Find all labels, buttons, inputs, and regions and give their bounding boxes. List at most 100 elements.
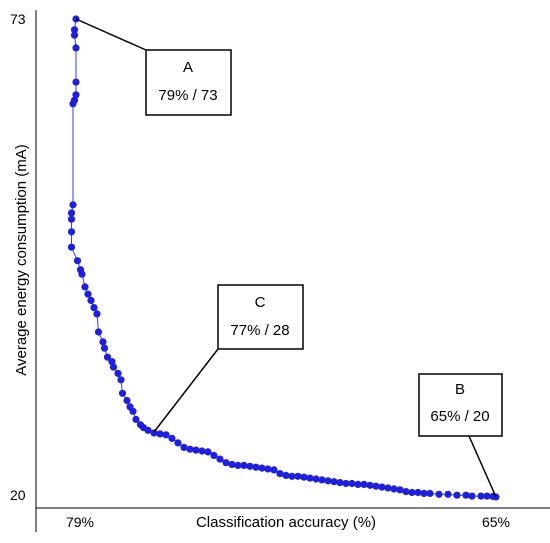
- data-point: [372, 482, 380, 490]
- data-point: [123, 396, 131, 405]
- data-point: [468, 492, 476, 500]
- data-point: [73, 257, 82, 265]
- callout-c-label: C: [255, 294, 266, 311]
- data-point: [118, 389, 127, 397]
- series-layer: [67, 15, 500, 501]
- data-point: [67, 228, 76, 236]
- data-point: [210, 451, 218, 460]
- data-point: [396, 486, 404, 494]
- data-point: [300, 473, 308, 481]
- callout-b-value: 65% / 20: [430, 408, 489, 425]
- data-point: [67, 243, 76, 251]
- data-point: [99, 338, 107, 346]
- data-point: [378, 483, 386, 491]
- data-point: [282, 471, 290, 479]
- data-point: [306, 474, 314, 482]
- data-point: [84, 290, 92, 298]
- data-point: [94, 328, 103, 336]
- data-point: [252, 463, 260, 471]
- callout-c-leader: [153, 348, 219, 433]
- data-point: [72, 44, 80, 52]
- data-point: [246, 462, 254, 470]
- data-point: [117, 376, 125, 384]
- data-point: [168, 434, 176, 442]
- data-point: [192, 446, 200, 454]
- data-point: [366, 481, 374, 489]
- data-point: [390, 485, 398, 493]
- callout-b: B 65% / 20: [418, 373, 503, 498]
- data-point: [483, 492, 491, 500]
- data-point: [288, 472, 296, 480]
- y-tick-min: 20: [10, 487, 26, 503]
- data-point: [162, 431, 170, 439]
- data-point: [186, 445, 194, 453]
- data-point: [174, 439, 182, 447]
- data-point: [180, 443, 188, 451]
- data-point: [462, 491, 470, 499]
- data-point: [444, 490, 452, 498]
- data-point: [240, 461, 248, 469]
- data-point: [78, 270, 86, 278]
- callout-b-label: B: [455, 381, 465, 398]
- data-point: [270, 466, 278, 474]
- data-point: [114, 369, 122, 377]
- data-point: [384, 484, 392, 492]
- x-tick-right: 65%: [482, 514, 510, 530]
- data-point: [276, 470, 284, 478]
- data-point: [132, 415, 140, 423]
- callout-c-value: 77% / 28: [230, 322, 289, 339]
- data-point: [69, 201, 77, 209]
- data-point: [69, 100, 77, 108]
- data-point: [435, 490, 443, 498]
- data-point: [477, 492, 485, 500]
- data-point: [228, 460, 236, 469]
- data-point: [426, 489, 434, 497]
- data-point: [294, 472, 302, 480]
- data-point: [103, 353, 112, 361]
- callout-a-leader: [75, 18, 147, 51]
- callout-b-box: [418, 373, 503, 437]
- data-point: [70, 31, 79, 39]
- data-point: [453, 491, 461, 499]
- data-point: [93, 310, 101, 318]
- data-point: [342, 479, 350, 488]
- data-point: [234, 461, 242, 469]
- data-point: [222, 459, 230, 467]
- callout-a-box: [145, 49, 232, 116]
- data-point: [90, 304, 98, 312]
- y-axis-title: Average energy consumption (mA): [13, 144, 30, 376]
- data-point: [72, 78, 80, 86]
- data-point: [100, 344, 109, 352]
- data-point: [312, 475, 320, 483]
- data-point: [198, 447, 206, 455]
- data-point: [258, 464, 266, 472]
- data-point: [109, 363, 118, 371]
- data-point: [414, 488, 422, 497]
- data-point: [129, 407, 137, 415]
- data-point: [348, 479, 356, 488]
- data-point: [360, 480, 368, 488]
- data-point: [330, 478, 338, 486]
- data-point: [402, 488, 410, 496]
- data-point: [408, 488, 416, 497]
- data-point: [67, 215, 76, 223]
- data-point: [354, 480, 362, 488]
- data-point: [324, 477, 332, 485]
- data-point: [87, 296, 95, 304]
- data-point: [216, 455, 224, 463]
- y-tick-max: 73: [10, 11, 26, 27]
- data-point: [264, 465, 272, 473]
- data-point: [150, 429, 158, 437]
- data-point: [144, 426, 152, 434]
- callout-a-label: A: [183, 59, 193, 76]
- x-tick-left: 79%: [66, 514, 94, 530]
- data-point: [81, 283, 89, 291]
- callout-c: C 77% / 28: [153, 284, 304, 433]
- data-point: [204, 448, 212, 456]
- data-point: [72, 91, 80, 99]
- callout-a-value: 79% / 73: [158, 87, 217, 104]
- callout-c-box: [217, 284, 304, 350]
- data-point: [70, 26, 79, 34]
- data-point: [336, 479, 344, 487]
- data-point: [67, 209, 76, 217]
